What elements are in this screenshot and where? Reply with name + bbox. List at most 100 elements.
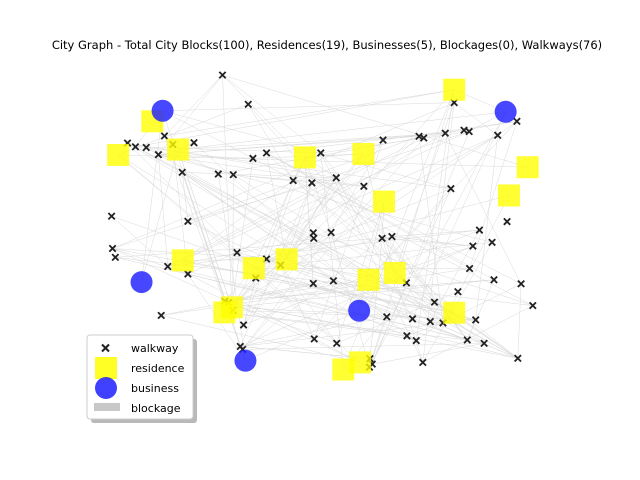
walkway-edges: [111, 74, 533, 370]
walkway-edge: [231, 135, 498, 308]
walkway-edge: [422, 305, 533, 363]
walkway-edge: [266, 152, 470, 269]
walkway-marker: [316, 149, 325, 157]
walkway-marker: [382, 312, 391, 321]
walkway-series: [107, 71, 537, 371]
walkway-marker: [388, 232, 396, 241]
walkway-marker: [160, 132, 169, 140]
walkway-marker: [310, 335, 319, 343]
walkway-marker: [412, 336, 421, 345]
walkway-edge: [146, 147, 234, 175]
walkway-edge: [233, 174, 312, 184]
walkway-edge: [313, 139, 384, 340]
walkway-edge: [193, 142, 387, 318]
legend-blockage-icon: [94, 403, 120, 411]
walkway-edge: [280, 264, 337, 344]
walkway-edge: [187, 136, 420, 222]
walkway-edge: [248, 104, 444, 324]
walkway-marker: [415, 132, 423, 141]
walkway-marker: [465, 264, 474, 273]
walkway-edge: [304, 157, 314, 284]
chart-title: City Graph - Total City Blocks(100), Res…: [52, 38, 602, 52]
walkway-edge: [127, 142, 255, 269]
walkway-marker: [184, 217, 192, 226]
walkway-edge: [240, 316, 387, 347]
walkway-edge: [358, 201, 385, 311]
legend-frame: [86, 334, 194, 420]
walkway-marker: [214, 170, 223, 178]
walkway-edge: [369, 238, 383, 359]
walkway-edge: [320, 152, 468, 341]
walkway-edge: [231, 279, 494, 308]
walkway-edge: [117, 154, 255, 269]
walkway-edge: [182, 180, 294, 261]
walkway-edge: [182, 172, 246, 361]
walkway-edge: [224, 177, 337, 313]
walkway-marker: [490, 275, 498, 284]
business-marker: [348, 299, 371, 322]
walkway-edge: [418, 136, 444, 323]
walkway-edge: [266, 195, 509, 260]
walkway-edge: [280, 153, 364, 266]
walkway-marker: [488, 238, 496, 247]
walkway-edge: [253, 268, 361, 363]
walkway-marker: [249, 154, 257, 163]
walkway-edge: [222, 75, 233, 308]
walkway-edge: [286, 259, 518, 359]
walkway-edge: [280, 242, 493, 266]
walkway-edge: [320, 152, 424, 363]
walkway-edge: [182, 172, 337, 179]
walkway-edge: [394, 272, 485, 344]
walkway-edge: [164, 135, 246, 361]
walkway-edge: [313, 135, 498, 239]
walkway-marker: [178, 168, 187, 177]
walkway-marker: [419, 134, 428, 142]
walkway-edge: [158, 154, 493, 243]
walkway-marker: [142, 143, 151, 152]
walkway-marker: [327, 228, 335, 237]
walkway-edge: [115, 257, 485, 344]
walkway-edge: [286, 236, 392, 260]
walkway-edge: [218, 173, 246, 361]
walkway-marker: [447, 184, 455, 193]
residence-marker: [167, 138, 190, 161]
walkway-marker: [469, 242, 477, 250]
walkway-edge: [330, 232, 370, 368]
walkway-edge: [240, 319, 476, 347]
walkway-edge: [266, 152, 522, 285]
walkway-edge: [111, 215, 168, 267]
walkway-marker: [308, 179, 316, 187]
walkway-edge: [161, 268, 470, 316]
walkway-edge: [141, 149, 179, 283]
walkway-marker: [360, 182, 368, 191]
walkway-edge: [182, 137, 424, 261]
walkway-edge: [391, 229, 480, 237]
walkway-edge: [266, 152, 287, 260]
residence-marker: [171, 249, 194, 272]
walkway-marker: [430, 298, 439, 307]
walkway-edge: [242, 232, 332, 350]
walkway-edge: [118, 104, 249, 156]
residence-marker: [372, 190, 395, 213]
walkway-edge: [454, 102, 498, 136]
business-marker: [130, 271, 153, 294]
walkway-edge: [475, 135, 498, 320]
walkway-edge: [363, 153, 395, 274]
walkway-edge: [369, 316, 388, 368]
walkway-marker: [408, 315, 417, 323]
legend-walkway-icon: [101, 343, 110, 353]
walkway-edge: [243, 157, 306, 326]
walkway-edge: [320, 152, 344, 370]
legend-business-icon: [95, 377, 117, 399]
walkway-edge: [372, 282, 407, 365]
walkway-edge: [112, 131, 470, 249]
walkway-edge: [286, 182, 313, 260]
walkway-marker: [503, 217, 511, 226]
walkway-edge: [158, 154, 169, 267]
legend-label-residence: residence: [131, 362, 185, 375]
walkway-marker: [190, 138, 198, 147]
walkway-edge: [162, 102, 455, 112]
legend-label-blockage: blockage: [131, 402, 181, 415]
legend-label-business: business: [131, 382, 179, 395]
